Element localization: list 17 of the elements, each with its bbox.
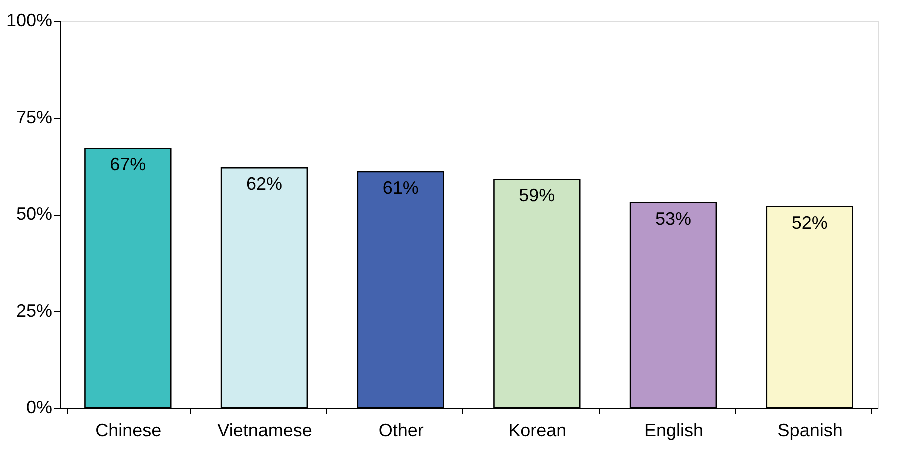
y-tick-label: 0%	[26, 398, 52, 418]
x-tick-label: Other	[378, 420, 424, 440]
data-label: 62%	[246, 174, 283, 194]
y-tick-label: 50%	[16, 204, 52, 224]
y-tick-label: 75%	[16, 107, 52, 128]
x-tick-label: Chinese	[96, 420, 162, 440]
data-label: 59%	[519, 186, 556, 206]
data-label: 67%	[110, 154, 146, 175]
x-tick-label: English	[644, 420, 704, 440]
y-tick-label: 100%	[6, 10, 52, 30]
data-label: 52%	[792, 212, 828, 233]
data-label: 61%	[382, 178, 419, 198]
y-tick-label: 25%	[16, 300, 52, 321]
x-tick-label: Vietnamese	[218, 420, 312, 440]
x-tick-label: Spanish	[778, 420, 843, 440]
data-label: 53%	[655, 208, 692, 229]
x-tick-label: Korean	[508, 420, 567, 440]
